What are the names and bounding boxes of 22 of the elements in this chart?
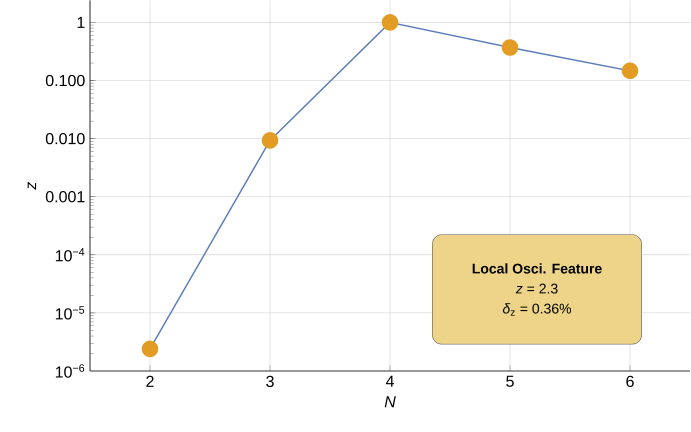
x-tick-label: 2	[146, 376, 154, 387]
annotation: z = 2.3	[516, 284, 558, 294]
point	[262, 132, 278, 149]
y-tick-label: 0.001	[46, 191, 85, 202]
y-tick-label: 0.100	[46, 74, 85, 86]
x-axis-title: N	[384, 396, 396, 408]
y-axis-title: z	[28, 182, 36, 190]
y-tick-label: 1	[78, 16, 85, 28]
point	[142, 340, 158, 358]
point	[622, 62, 638, 80]
annotation: δ$_{z}$ = 0.36%	[502, 303, 572, 316]
y-tick-label: 10$^{−5}$	[56, 306, 84, 320]
y-tick-label: 0.010	[46, 132, 85, 144]
x-tick-label: 6	[626, 376, 634, 388]
x-tick-label: 3	[266, 376, 274, 388]
point	[382, 14, 398, 31]
point	[502, 39, 518, 56]
y-tick-label: 10$^{−6}$	[56, 364, 84, 378]
y-tick-label: 10$^{−4}$	[56, 248, 84, 262]
x-tick-label: 5	[506, 376, 514, 387]
x-tick-label: 4	[386, 376, 394, 387]
annotation: Local Osci. Feature	[472, 263, 602, 274]
